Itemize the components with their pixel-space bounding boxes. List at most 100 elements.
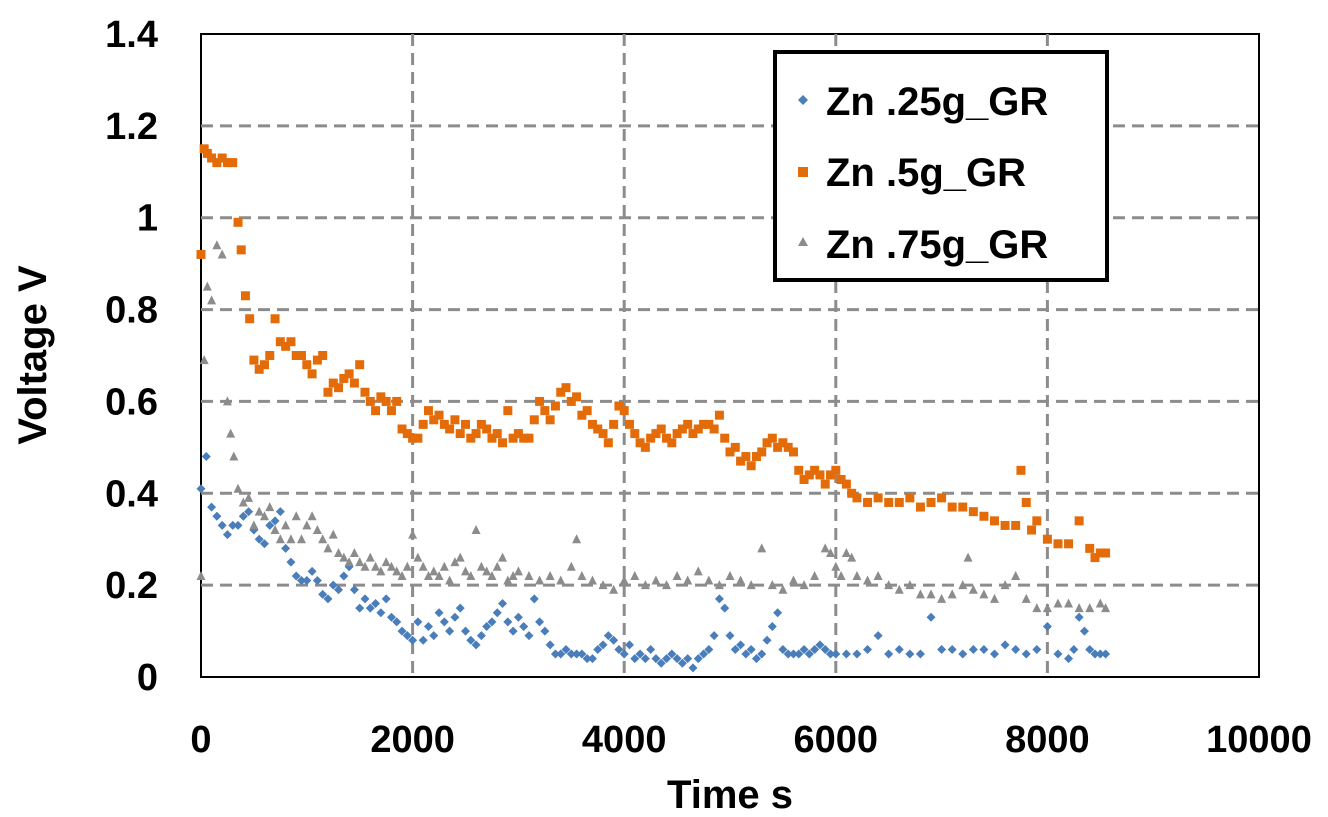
data-point [566,561,576,571]
data-point [884,580,894,590]
data-point [212,511,222,521]
data-point [328,580,338,590]
data-point [535,617,545,627]
data-point [434,410,444,420]
data-point [402,561,412,571]
data-point [429,566,439,576]
data-point [619,575,629,585]
y-tick-label: 1.4 [105,14,158,56]
data-point [704,419,714,429]
data-point [259,360,269,370]
data-point [741,649,751,659]
data-point [429,415,439,425]
data-point [270,314,280,324]
data-point [381,396,391,406]
data-point [937,593,947,603]
data-point [476,419,486,429]
data-point [926,497,936,507]
data-point [275,507,285,517]
data-point [1053,649,1063,659]
data-point [482,621,492,631]
data-point [302,520,312,530]
data-point [339,571,349,581]
data-point [244,507,254,517]
data-point [799,475,809,485]
data-point [207,153,217,163]
data-point [709,424,719,434]
data-point [408,635,418,645]
data-point [841,479,851,489]
data-point [767,433,777,443]
data-point [286,534,296,544]
data-point [423,621,433,631]
data-point [751,452,761,462]
data-point [254,534,264,544]
data-point [582,406,592,416]
data-point [836,475,846,485]
legend-label-3: Zn .75g_GR [826,223,1048,267]
data-point [371,561,381,571]
data-point [529,594,539,604]
data-point [852,570,862,580]
data-point [884,649,894,659]
data-point [471,525,481,535]
data-point [1095,548,1105,558]
data-point [355,360,365,370]
data-point [233,483,243,493]
data-point [297,576,307,586]
legend-label-1: Zn .25g_GR [826,80,1048,124]
data-point [275,337,285,347]
data-point [259,539,269,549]
data-point [1042,603,1052,613]
data-point [947,644,957,654]
data-point [196,484,206,494]
data-point [349,378,359,388]
data-point [550,649,560,659]
data-point [990,649,999,659]
data-point [371,406,381,416]
data-point [958,502,968,512]
data-point [815,640,825,650]
legend-label-2: Zn .5g_GR [826,151,1026,195]
x-tick-label: 0 [190,719,211,761]
data-point [725,447,735,457]
data-point [926,612,936,622]
legend-marker-triangle [798,237,808,246]
data-point [979,644,989,654]
legend-entry-3: Zn .75g_GR [798,223,1048,267]
data-point [699,649,709,659]
data-point [820,543,830,553]
data-point [603,631,613,641]
data-point [328,529,338,539]
data-point [831,649,841,659]
data-point [852,649,862,659]
data-point [270,525,280,535]
data-point [334,547,344,557]
data-point [810,465,820,475]
data-point [1053,598,1063,608]
data-point [968,507,978,517]
data-point [339,373,349,383]
data-point [360,594,370,604]
data-point [265,502,275,512]
data-point [275,534,285,544]
data-point [968,584,978,594]
data-point [286,337,296,347]
data-point [884,497,894,507]
data-point [937,644,947,654]
data-point [318,351,328,360]
data-point [1074,603,1084,613]
data-point [762,635,772,645]
data-point [804,470,814,480]
data-point [492,429,502,439]
data-point [201,452,211,462]
data-point [349,547,359,557]
data-point [229,451,239,461]
data-point [598,580,608,590]
data-point [667,438,677,448]
data-point [302,360,312,370]
y-axis-title: Voltage V [11,265,55,445]
data-point [408,529,418,539]
data-point [1042,534,1052,544]
x-tick-label: 2000 [370,719,455,761]
